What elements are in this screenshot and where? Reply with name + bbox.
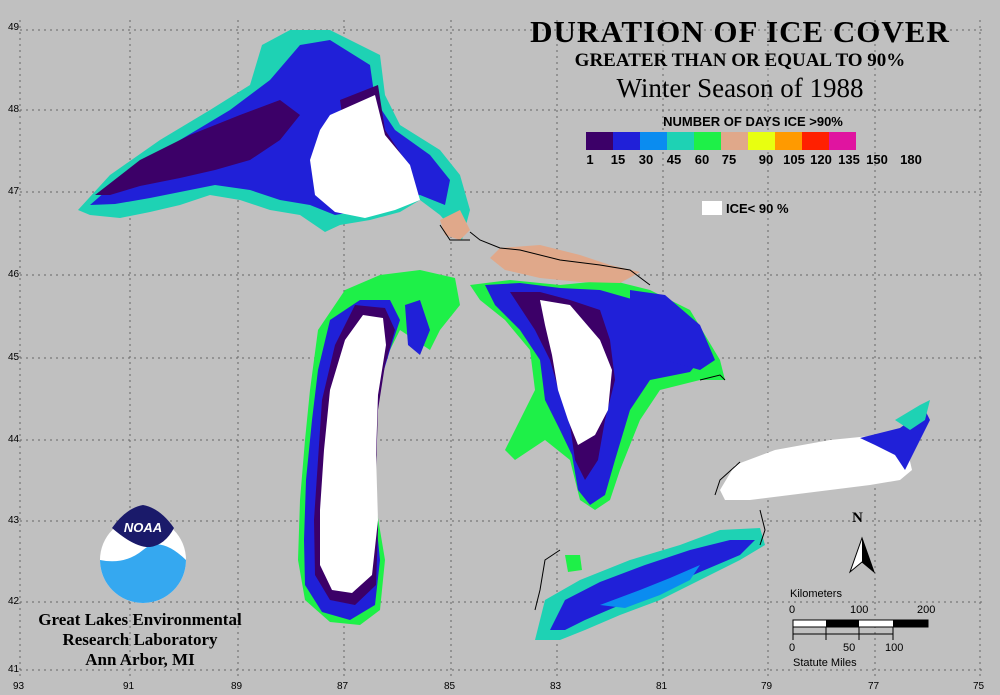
longitude-label-77: 77 (868, 681, 880, 692)
map-season: Winter Season of 1988 (616, 73, 864, 103)
legend-swatch-9 (829, 132, 856, 150)
legend-tick-135: 135 (838, 152, 860, 167)
scale-km-tick-200: 200 (917, 604, 936, 616)
ice-low-swatch (702, 201, 722, 215)
longitude-label-89: 89 (231, 681, 243, 692)
latitude-label-41: 41 (8, 664, 20, 675)
legend-tick-15: 15 (610, 152, 626, 167)
lab-name-line2: Research Laboratory (62, 630, 218, 649)
lab-location: Ann Arbor, MI (85, 650, 195, 669)
legend-swatch-8 (802, 132, 829, 150)
latitude-label-49: 49 (8, 22, 20, 33)
legend-tick-105: 105 (783, 152, 805, 167)
north-label: N (852, 510, 863, 526)
legend-ticks: 1 15 30 45 60 75 90 105 120 135 150 180 (571, 152, 931, 168)
map-subtitle: GREATER THAN OR EQUAL TO 90% (574, 50, 906, 71)
longitude-label-81: 81 (656, 681, 668, 692)
scale-km-tick-100: 100 (850, 604, 869, 616)
scale-km-label: Kilometers (790, 588, 842, 600)
legend-swatch-6 (748, 132, 775, 150)
scale-mi-tick-100: 100 (885, 642, 904, 654)
lake-erie (535, 528, 765, 640)
legend-swatch-1 (613, 132, 640, 150)
longitude-label-91: 91 (123, 681, 135, 692)
legend-swatch-0 (586, 132, 613, 150)
map-title: DURATION OF ICE COVER (530, 14, 950, 49)
legend-tick-150: 150 (866, 152, 888, 167)
legend-tick-45: 45 (666, 152, 682, 167)
longitude-label-79: 79 (761, 681, 773, 692)
legend-tick-75: 75 (721, 152, 737, 167)
legend-title: NUMBER OF DAYS ICE >90% (663, 114, 843, 129)
longitude-label-93: 93 (13, 681, 25, 692)
legend-tick-180: 180 (900, 152, 922, 167)
latitude-label-45: 45 (8, 352, 20, 363)
legend-swatch-3 (667, 132, 694, 150)
scale-km-tick-0: 0 (789, 604, 796, 616)
lake-superior (78, 30, 470, 240)
legend-swatch-7 (775, 132, 802, 150)
legend-swatch-4 (694, 132, 721, 150)
lab-name-line1: Great Lakes Environmental (38, 610, 242, 629)
scale-mi-tick-50: 50 (843, 642, 856, 654)
latitude-label-48: 48 (8, 104, 20, 115)
scale-mi-tick-0: 0 (789, 642, 796, 654)
longitude-label-85: 85 (444, 681, 456, 692)
noaa-logo (100, 505, 186, 603)
latitude-label-44: 44 (8, 434, 20, 445)
latitude-label-47: 47 (8, 186, 20, 197)
legend-swatch-5 (721, 132, 748, 150)
legend-color-bar (586, 132, 856, 150)
longitude-label-75: 75 (973, 681, 985, 692)
legend-tick-120: 120 (810, 152, 832, 167)
lake-michigan (298, 270, 460, 625)
shorelines (439, 224, 766, 611)
longitude-label-83: 83 (550, 681, 562, 692)
lake-ontario (720, 400, 930, 500)
latitude-label-46: 46 (8, 269, 20, 280)
legend-tick-90: 90 (758, 152, 774, 167)
noaa-logo-text: NOAA (124, 520, 162, 535)
legend-tick-30: 30 (638, 152, 654, 167)
longitude-label-87: 87 (337, 681, 349, 692)
scale-bar (792, 619, 929, 640)
north-arrow-icon (848, 536, 876, 574)
legend-tick-60: 60 (694, 152, 710, 167)
latitude-label-42: 42 (8, 596, 20, 607)
latitude-label-43: 43 (8, 515, 20, 526)
legend-tick-1: 1 (586, 152, 594, 167)
legend-swatch-2 (640, 132, 667, 150)
ice-low-label: ICE< 90 % (726, 201, 789, 216)
lake-huron (440, 210, 725, 510)
scale-mi-label: Statute Miles (793, 657, 857, 669)
